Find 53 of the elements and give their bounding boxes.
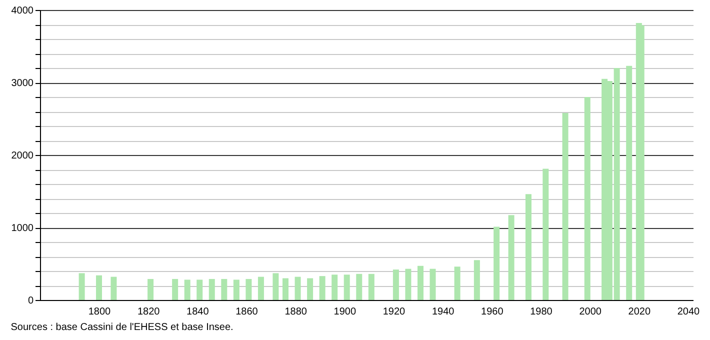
x-tick-label: 2040	[677, 306, 700, 318]
x-tick-label: 1960	[481, 306, 504, 318]
x-tick-label: 1820	[137, 306, 160, 318]
x-tick-label: 1940	[432, 306, 455, 318]
y-tick-label: 4000	[11, 6, 34, 16]
x-tick-label: 1840	[186, 306, 210, 318]
bar	[356, 274, 362, 300]
bar	[562, 112, 568, 300]
bar	[584, 97, 590, 300]
bar	[148, 278, 154, 300]
bar	[272, 273, 279, 300]
bar	[78, 273, 85, 300]
bar	[332, 274, 338, 300]
bar	[282, 278, 289, 300]
bar	[626, 66, 632, 300]
x-tick-label: 1880	[284, 306, 308, 318]
bar	[196, 280, 203, 300]
x-tick-label: 2000	[579, 306, 602, 318]
bar	[542, 168, 549, 300]
bar	[474, 260, 480, 300]
bar	[344, 274, 350, 300]
bar	[184, 280, 190, 300]
bar	[172, 278, 178, 300]
y-tick-label: 2000	[11, 150, 34, 162]
bar	[405, 268, 412, 300]
bar	[246, 278, 252, 300]
bar	[208, 278, 215, 300]
y-tick-label: 3000	[11, 78, 34, 89]
bar	[368, 274, 374, 300]
x-tick-label: 1860	[236, 306, 258, 318]
bar	[430, 268, 436, 300]
x-tick-label: 1980	[530, 306, 553, 318]
bar	[294, 276, 301, 300]
x-tick-label: 1900	[334, 306, 356, 318]
bar	[494, 226, 500, 300]
bar	[525, 194, 532, 300]
bar	[417, 266, 424, 300]
bar	[454, 266, 460, 300]
y-tick-label: 1000	[11, 223, 34, 234]
source-note: Sources : base Cassini de l'EHESS et base Insee.	[10, 322, 234, 333]
bar	[392, 270, 399, 300]
bar	[307, 278, 314, 300]
x-tick-label: 1800	[88, 306, 112, 318]
y-tick-label: 0	[28, 296, 34, 306]
x-tick-label: 1920	[382, 306, 406, 318]
bar	[233, 280, 240, 300]
bar	[258, 276, 264, 300]
bar	[319, 276, 326, 300]
bar	[110, 276, 117, 300]
bar	[508, 215, 514, 300]
bar	[96, 275, 102, 300]
x-tick-label: 2020	[628, 306, 651, 318]
bar	[221, 278, 228, 300]
